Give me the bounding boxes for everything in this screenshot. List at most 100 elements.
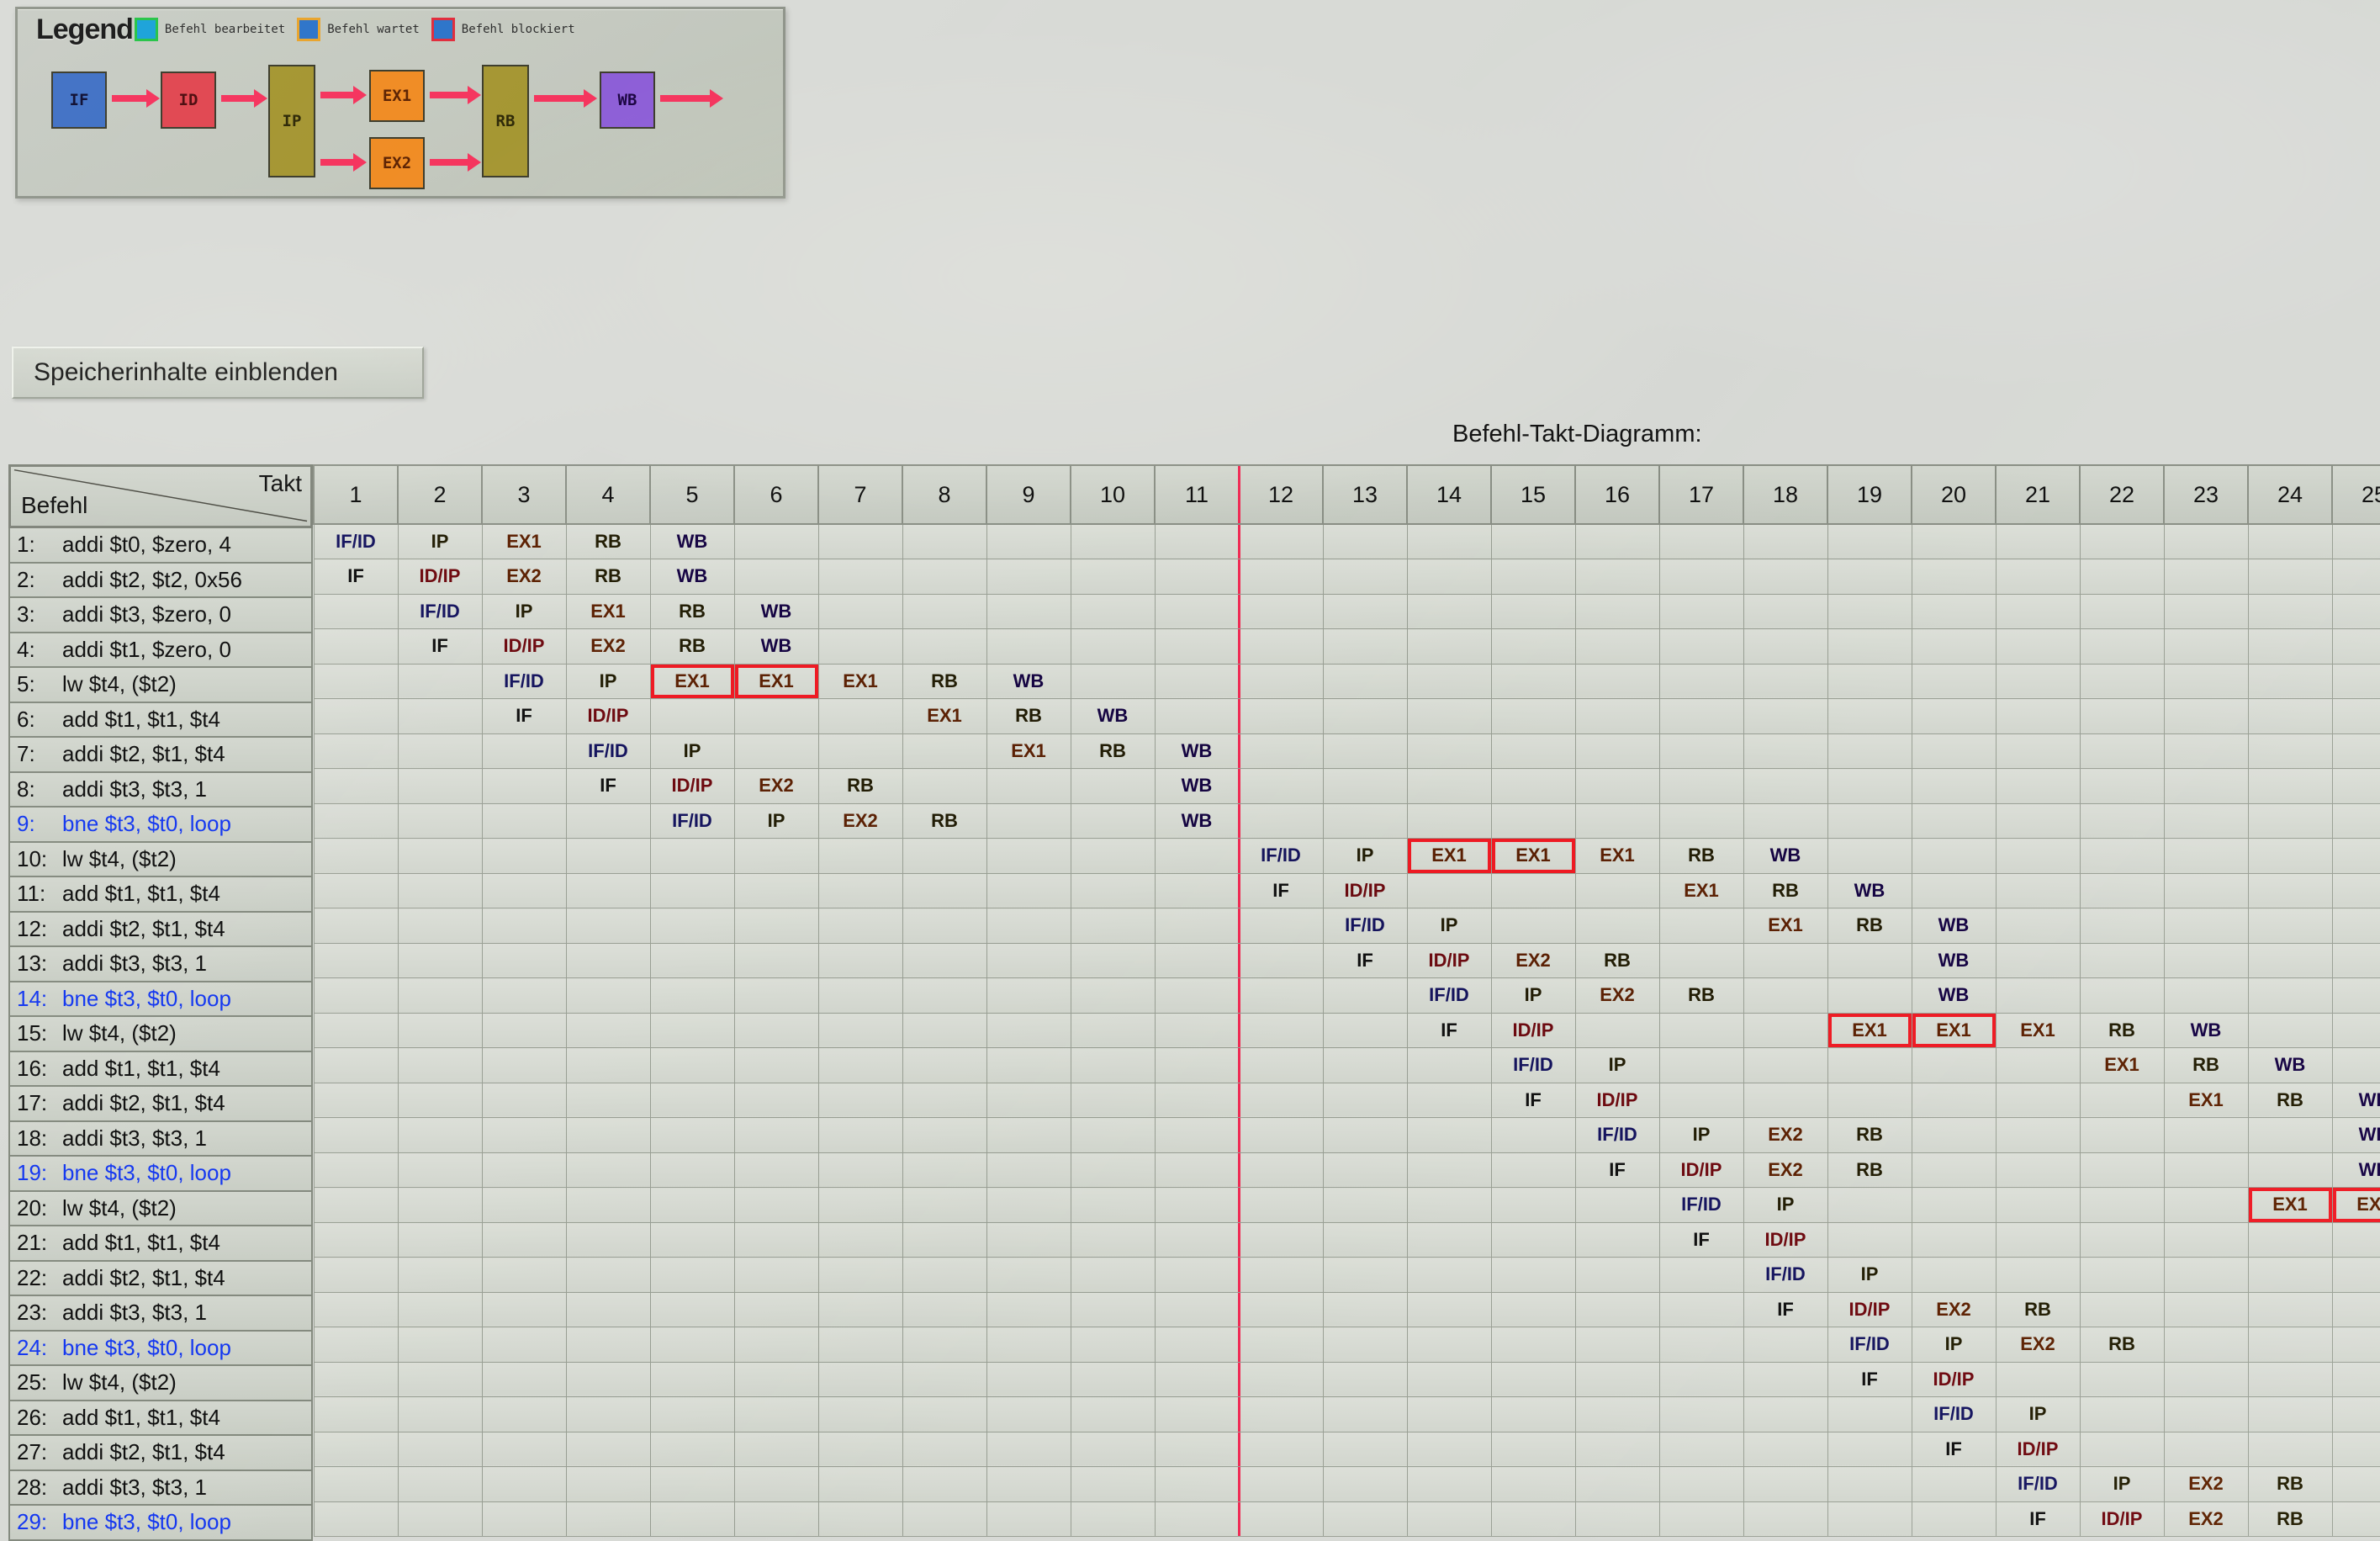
pipeline-cell-empty[interactable] bbox=[2247, 1221, 2333, 1258]
pipeline-cell-empty[interactable] bbox=[1743, 1501, 1828, 1537]
pipeline-cell-empty[interactable] bbox=[1154, 1117, 1240, 1153]
pipeline-cell-if-id[interactable]: IF/ID bbox=[1743, 1257, 1828, 1293]
pipeline-cell-empty[interactable] bbox=[817, 872, 903, 908]
pipeline-cell-if-id[interactable]: IF/ID bbox=[1322, 908, 1408, 944]
pipeline-cell-empty[interactable] bbox=[1238, 1327, 1324, 1363]
pipeline-cell-empty[interactable] bbox=[313, 1431, 399, 1467]
pipeline-cell-empty[interactable] bbox=[1406, 1431, 1492, 1467]
pipeline-cell-empty[interactable] bbox=[817, 838, 903, 874]
pipeline-cell-ip[interactable]: IP bbox=[649, 733, 735, 769]
pipeline-cell-ex2[interactable]: EX2 bbox=[1743, 1152, 1828, 1188]
pipeline-cell-empty[interactable] bbox=[2079, 838, 2165, 874]
pipeline-cell-empty[interactable] bbox=[2331, 628, 2380, 665]
pipeline-cell-empty[interactable] bbox=[1070, 908, 1156, 944]
pipeline-cell-wb[interactable]: WB bbox=[1743, 838, 1828, 874]
pipeline-cell-empty[interactable] bbox=[397, 872, 483, 908]
pipeline-cell-empty[interactable] bbox=[1743, 628, 1828, 665]
pipeline-cell-empty[interactable] bbox=[481, 838, 567, 874]
pipeline-cell-empty[interactable] bbox=[2163, 663, 2249, 699]
pipeline-cell-empty[interactable] bbox=[1070, 523, 1156, 559]
pipeline-cell-empty[interactable] bbox=[733, 977, 819, 1014]
pipeline-cell-empty[interactable] bbox=[2247, 1361, 2333, 1397]
pipeline-cell-ex1[interactable]: EX1 bbox=[1490, 838, 1576, 874]
pipeline-cell-empty[interactable] bbox=[1995, 593, 2081, 629]
pipeline-cell-empty[interactable] bbox=[1490, 1291, 1576, 1327]
pipeline-cell-empty[interactable] bbox=[2163, 872, 2249, 908]
pipeline-cell-empty[interactable] bbox=[2331, 559, 2380, 595]
pipeline-cell-wb[interactable]: WB bbox=[2331, 1082, 2380, 1118]
pipeline-cell-empty[interactable] bbox=[1827, 628, 1912, 665]
pipeline-cell-empty[interactable] bbox=[1238, 1187, 1324, 1223]
pipeline-cell-empty[interactable] bbox=[1070, 1012, 1156, 1048]
pipeline-cell-empty[interactable] bbox=[986, 1152, 1071, 1188]
pipeline-cell-empty[interactable] bbox=[817, 1117, 903, 1153]
pipeline-cell-empty[interactable] bbox=[1406, 1221, 1492, 1258]
pipeline-cell-empty[interactable] bbox=[902, 872, 987, 908]
pipeline-cell-empty[interactable] bbox=[2163, 1431, 2249, 1467]
pipeline-cell-empty[interactable] bbox=[1322, 663, 1408, 699]
pipeline-cell-empty[interactable] bbox=[481, 1396, 567, 1432]
pipeline-cell-ex2[interactable]: EX2 bbox=[2163, 1466, 2249, 1502]
pipeline-cell-if-id[interactable]: IF/ID bbox=[565, 733, 651, 769]
pipeline-cell-empty[interactable] bbox=[986, 1396, 1071, 1432]
pipeline-cell-empty[interactable] bbox=[733, 1152, 819, 1188]
pipeline-cell-rb[interactable]: RB bbox=[2247, 1501, 2333, 1537]
pipeline-cell-empty[interactable] bbox=[1490, 593, 1576, 629]
pipeline-cell-if-id[interactable]: IF/ID bbox=[1238, 838, 1324, 874]
pipeline-cell-empty[interactable] bbox=[313, 733, 399, 769]
pipeline-cell-if[interactable]: IF bbox=[1995, 1501, 2081, 1537]
pipeline-cell-empty[interactable] bbox=[313, 1187, 399, 1223]
clock-cycle-header-19[interactable]: 19 bbox=[1827, 464, 1912, 525]
pipeline-cell-empty[interactable] bbox=[902, 1152, 987, 1188]
pipeline-cell-empty[interactable] bbox=[1154, 1257, 1240, 1293]
pipeline-cell-empty[interactable] bbox=[2079, 628, 2165, 665]
pipeline-cell-empty[interactable] bbox=[902, 1117, 987, 1153]
pipeline-cell-empty[interactable] bbox=[1490, 1117, 1576, 1153]
pipeline-cell-id-ip[interactable]: ID/IP bbox=[1406, 942, 1492, 978]
pipeline-cell-empty[interactable] bbox=[397, 1187, 483, 1223]
pipeline-cell-empty[interactable] bbox=[313, 977, 399, 1014]
pipeline-cell-empty[interactable] bbox=[902, 908, 987, 944]
pipeline-cell-id-ip[interactable]: ID/IP bbox=[1490, 1012, 1576, 1048]
pipeline-cell-empty[interactable] bbox=[1490, 1187, 1576, 1223]
pipeline-cell-wb[interactable]: WB bbox=[1154, 768, 1240, 804]
pipeline-cell-empty[interactable] bbox=[565, 1396, 651, 1432]
pipeline-cell-empty[interactable] bbox=[397, 802, 483, 839]
pipeline-cell-empty[interactable] bbox=[2331, 802, 2380, 839]
pipeline-cell-empty[interactable] bbox=[2247, 768, 2333, 804]
pipeline-cell-empty[interactable] bbox=[1406, 768, 1492, 804]
pipeline-cell-empty[interactable] bbox=[1490, 733, 1576, 769]
clock-cycle-header-20[interactable]: 20 bbox=[1911, 464, 1997, 525]
pipeline-cell-empty[interactable] bbox=[2331, 1047, 2380, 1083]
pipeline-cell-empty[interactable] bbox=[313, 1361, 399, 1397]
pipeline-cell-empty[interactable] bbox=[649, 1431, 735, 1467]
instruction-row[interactable]: 25: lw $t4, ($t2) bbox=[8, 1366, 313, 1401]
pipeline-cell-empty[interactable] bbox=[2331, 942, 2380, 978]
pipeline-cell-empty[interactable] bbox=[2331, 1466, 2380, 1502]
pipeline-cell-empty[interactable] bbox=[2331, 523, 2380, 559]
pipeline-cell-id-ip[interactable]: ID/IP bbox=[2079, 1501, 2165, 1537]
pipeline-cell-empty[interactable] bbox=[1322, 1187, 1408, 1223]
pipeline-cell-empty[interactable] bbox=[1154, 663, 1240, 699]
pipeline-cell-empty[interactable] bbox=[2163, 1257, 2249, 1293]
pipeline-cell-empty[interactable] bbox=[1322, 1117, 1408, 1153]
pipeline-cell-ip[interactable]: IP bbox=[1743, 1187, 1828, 1223]
pipeline-cell-empty[interactable] bbox=[481, 1257, 567, 1293]
pipeline-cell-empty[interactable] bbox=[313, 942, 399, 978]
pipeline-cell-empty[interactable] bbox=[1574, 628, 1660, 665]
pipeline-cell-ex1[interactable]: EX1 bbox=[481, 523, 567, 559]
pipeline-cell-empty[interactable] bbox=[1995, 1082, 2081, 1118]
pipeline-cell-empty[interactable] bbox=[1154, 1501, 1240, 1537]
pipeline-cell-empty[interactable] bbox=[1070, 1047, 1156, 1083]
pipeline-cell-empty[interactable] bbox=[2247, 1117, 2333, 1153]
pipeline-cell-empty[interactable] bbox=[1238, 768, 1324, 804]
clock-cycle-header-21[interactable]: 21 bbox=[1995, 464, 2081, 525]
instruction-row[interactable]: 24: bne $t3, $t0, loop bbox=[8, 1331, 313, 1366]
pipeline-cell-empty[interactable] bbox=[313, 1082, 399, 1118]
pipeline-cell-rb[interactable]: RB bbox=[1743, 872, 1828, 908]
pipeline-cell-empty[interactable] bbox=[2247, 733, 2333, 769]
pipeline-cell-empty[interactable] bbox=[1827, 663, 1912, 699]
pipeline-cell-ex1[interactable]: EX1 bbox=[1995, 1012, 2081, 1048]
pipeline-cell-empty[interactable] bbox=[2079, 802, 2165, 839]
pipeline-cell-empty[interactable] bbox=[1995, 628, 2081, 665]
